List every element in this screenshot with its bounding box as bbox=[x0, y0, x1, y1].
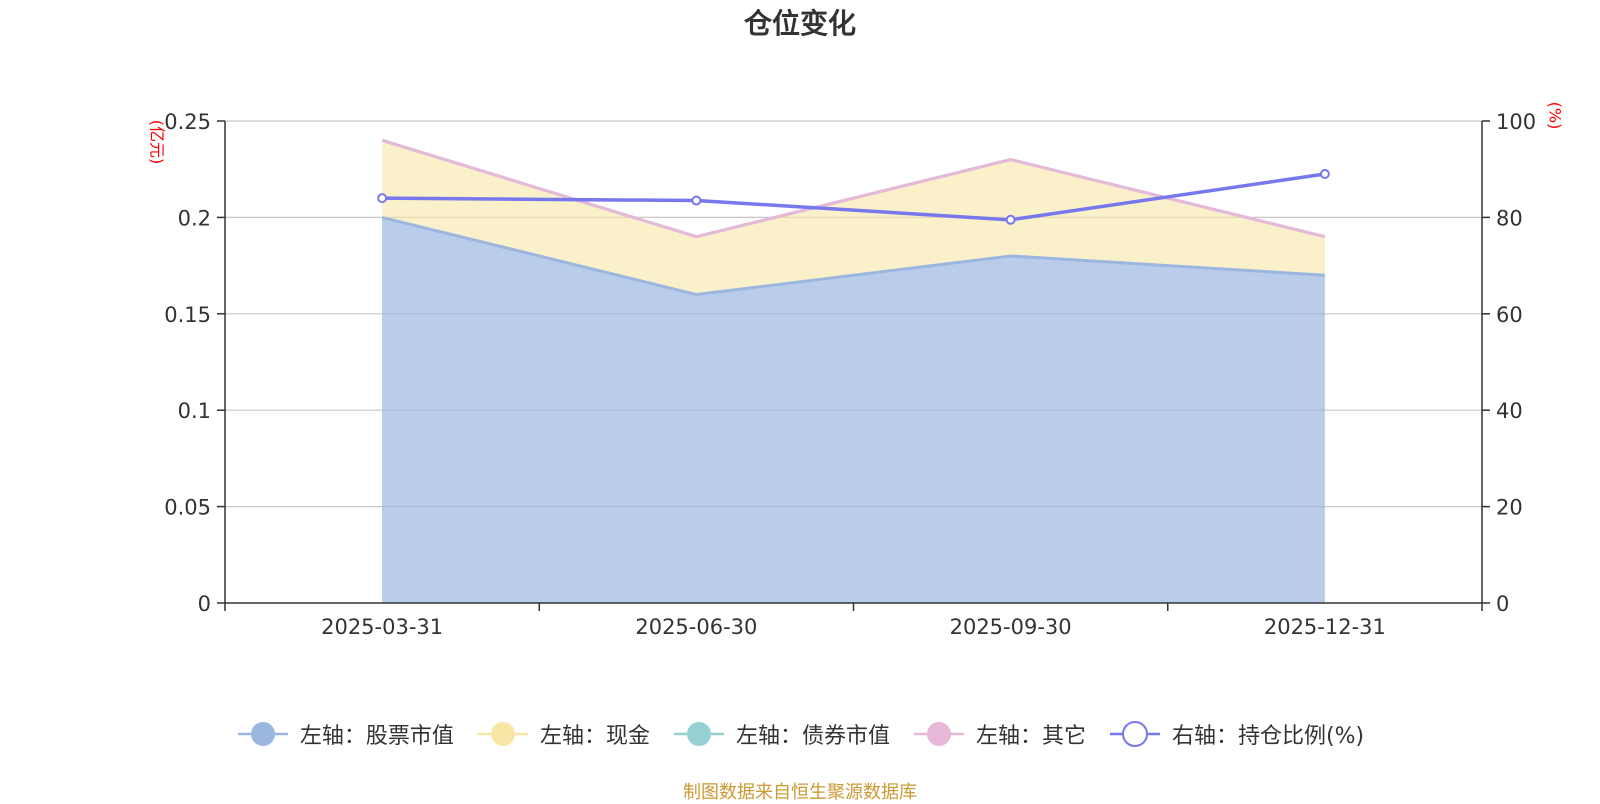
legend-item-stock[interactable]: 左轴：股票市值 bbox=[236, 718, 454, 750]
left-axis-tick-label: 0.05 bbox=[164, 496, 211, 520]
right-axis-tick-label: 20 bbox=[1496, 496, 1523, 520]
right-axis-tick-label: 100 bbox=[1496, 110, 1536, 134]
area-stock bbox=[382, 217, 1325, 603]
x-axis-tick-label: 2025-06-30 bbox=[635, 615, 757, 639]
legend-swatch-other bbox=[913, 722, 964, 746]
legend-label: 左轴：股票市值 bbox=[299, 724, 454, 749]
ratio-point bbox=[691, 195, 702, 206]
right-axis-tick-label: 40 bbox=[1496, 399, 1523, 423]
right-axis-tick-label: 60 bbox=[1496, 303, 1523, 327]
left-axis-tick-label: 0.1 bbox=[178, 399, 211, 423]
legend-swatch-marker bbox=[490, 722, 515, 746]
right-axis-unit: (%) bbox=[1545, 101, 1565, 130]
right-axis-tick-label: 80 bbox=[1496, 206, 1523, 230]
left-axis-tick-label: 0.25 bbox=[164, 110, 211, 134]
x-axis-tick-label: 2025-09-30 bbox=[950, 615, 1072, 639]
chart-title: 仓位变化 bbox=[743, 7, 856, 40]
legend-swatch-marker bbox=[250, 722, 275, 746]
legend: 左轴：股票市值 左轴：现金 左轴：债券市值 左轴：其它 右轴：持仓比例(%) bbox=[0, 718, 1600, 750]
left-axis-tick-label: 0.2 bbox=[178, 206, 211, 230]
line-stock bbox=[381, 215, 1325, 297]
legend-swatch-marker bbox=[686, 722, 711, 746]
legend-label: 左轴：债券市值 bbox=[735, 724, 890, 749]
legend-label: 右轴：持仓比例(%) bbox=[1171, 724, 1365, 749]
ratio-point bbox=[1005, 214, 1016, 225]
source-note: 制图数据来自恒生聚源数据库 bbox=[683, 782, 917, 803]
legend-swatch-marker bbox=[1121, 721, 1148, 747]
left-axis-unit: (亿元) bbox=[147, 119, 167, 165]
legend-swatch-ratio bbox=[1109, 721, 1160, 747]
legend-label: 左轴：现金 bbox=[539, 724, 650, 749]
legend-label: 左轴：其它 bbox=[975, 724, 1086, 749]
legend-item-ratio[interactable]: 右轴：持仓比例(%) bbox=[1108, 718, 1364, 750]
legend-swatch-marker bbox=[926, 722, 951, 746]
left-axis-tick-label: 0.15 bbox=[164, 303, 211, 327]
ratio-point bbox=[1319, 169, 1330, 180]
line-ratio bbox=[382, 172, 1326, 222]
legend-item-cash[interactable]: 左轴：现金 bbox=[476, 718, 650, 750]
legend-swatch-stock bbox=[237, 722, 288, 746]
legend-swatch-bond bbox=[673, 722, 724, 746]
x-axis-tick-label: 2025-03-31 bbox=[321, 615, 443, 639]
x-axis-tick-label: 2025-12-31 bbox=[1264, 615, 1386, 639]
legend-item-other[interactable]: 左轴：其它 bbox=[912, 718, 1086, 750]
legend-swatch-cash bbox=[477, 722, 528, 746]
left-axis-tick-label: 0 bbox=[198, 592, 211, 616]
ratio-point bbox=[377, 193, 388, 204]
legend-item-bond[interactable]: 左轴：债券市值 bbox=[672, 718, 890, 750]
right-axis-tick-label: 0 bbox=[1496, 592, 1509, 616]
